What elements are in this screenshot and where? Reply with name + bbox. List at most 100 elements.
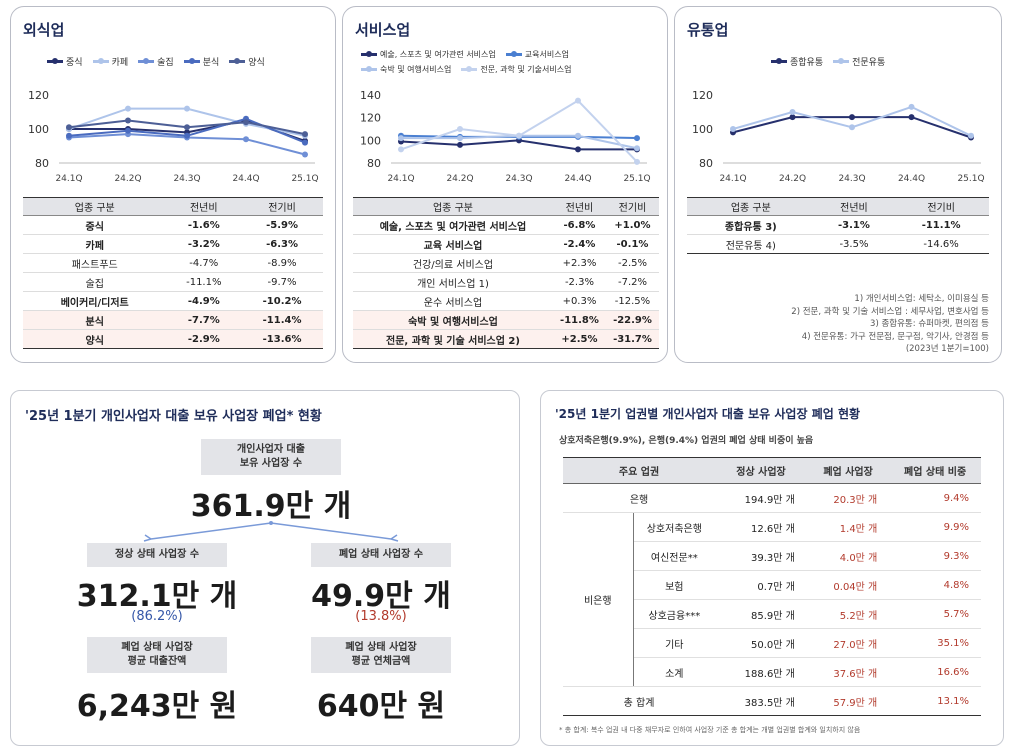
x-tick-label: 24.4Q bbox=[232, 174, 259, 184]
closure-panel: '25년 1분기 개인사업자 대출 보유 사업장 폐업* 현황 개인사업자 대출… bbox=[10, 390, 520, 746]
cell-qoq: -9.7% bbox=[241, 272, 323, 292]
y-tick-label: 140 bbox=[360, 89, 381, 102]
table-row: 소계 188.6만 개 37.6만 개 16.6% bbox=[563, 657, 981, 687]
normal-value: 312.1만 개 bbox=[76, 579, 238, 614]
arrears-label: 폐업 상태 사업장 평균 연체금액 bbox=[311, 637, 451, 673]
legend-swatch bbox=[771, 58, 787, 64]
cell-name: 예술, 스포츠 및 여가관련 서비스업 bbox=[353, 215, 553, 235]
table-row: 숙박 및 여행서비스업 -11.8% -22.9% bbox=[353, 310, 659, 330]
cell-name: 상호저축은행 bbox=[633, 512, 716, 542]
table-row: 교육 서비스업 -2.4% -0.1% bbox=[353, 234, 659, 254]
cell-ratio: 4.8% bbox=[889, 570, 981, 600]
cell-yoy: +0.3% bbox=[552, 291, 606, 311]
table-row: 분식 -7.7% -11.4% bbox=[23, 310, 323, 330]
table-row: 패스트푸드 -4.7% -8.9% bbox=[23, 253, 323, 273]
legend-label: 종합유통 bbox=[790, 58, 824, 68]
cell-name: 베이커리/디저트 bbox=[23, 291, 167, 311]
food-title: 외식업 bbox=[23, 21, 65, 39]
cell-name: 전문, 과학 및 기술 서비스업 2) bbox=[353, 329, 553, 349]
table-row: 여신전문** 39.3만 개 4.0만 개 9.3% bbox=[563, 541, 981, 571]
y-tick-label: 120 bbox=[692, 89, 713, 102]
series-line bbox=[400, 99, 638, 163]
cell-name: 숙박 및 여행서비스업 bbox=[353, 310, 553, 330]
loan-label-line2: 평균 대출잔액 bbox=[127, 656, 187, 667]
cell-name: 중식 bbox=[23, 215, 167, 235]
cell-name: 전문유통 4) bbox=[687, 234, 815, 254]
y-tick-label: 80 bbox=[35, 157, 49, 170]
cell-name: 보험 bbox=[633, 570, 716, 600]
footnote-line: 2) 전문, 과학 및 기술 서비스업 : 세무사업, 변호사업 등 bbox=[791, 306, 989, 317]
y-tick-label: 120 bbox=[360, 112, 381, 125]
service-panel: 서비스업 예술, 스포츠 및 여가관련 서비스업 교육서비스업 숙박 및 여행서비스… bbox=[342, 6, 668, 363]
cell-qoq: -8.9% bbox=[241, 253, 323, 273]
data-point bbox=[302, 139, 308, 146]
legend-item: 술집 bbox=[138, 55, 174, 68]
data-point bbox=[849, 124, 855, 131]
arrears-value: 640만 원 bbox=[316, 689, 446, 724]
legend-label: 카페 bbox=[111, 58, 129, 68]
food-legend: 중식 카페 술집 분식 양식 bbox=[47, 55, 337, 68]
total-label-line1: 개인사업자 대출 bbox=[237, 444, 305, 455]
retail-table: 업종 구분 전년비 전기비 종합유통 3) -3.1% -11.1% 전문유통 4) -… bbox=[687, 197, 989, 254]
x-tick-label: 24.2Q bbox=[114, 174, 141, 184]
service-chart: 80 100 120 140 24.1Q 24.2Q 24.3Q 24.4Q 25.1Q bbox=[360, 89, 651, 184]
sector-panel: '25년 1분기 업권별 개인사업자 대출 보유 사업장 폐업 현황 상호저축은… bbox=[540, 390, 1004, 746]
sector-subtitle: 상호저축은행(9.9%), 은행(9.4%) 업권의 폐업 상태 비중이 높음 bbox=[559, 436, 814, 446]
data-point bbox=[398, 135, 404, 142]
y-tick-label: 100 bbox=[28, 123, 49, 136]
data-point bbox=[968, 132, 974, 139]
legend-swatch bbox=[229, 58, 246, 64]
data-point bbox=[575, 146, 581, 153]
table-row: 건강/의료 서비스업 +2.3% -2.5% bbox=[353, 253, 659, 273]
data-point bbox=[789, 114, 796, 121]
legend-label: 술집 bbox=[157, 58, 174, 68]
cell-qoq: -2.5% bbox=[605, 253, 659, 273]
data-point bbox=[908, 114, 915, 121]
cell-normal: 0.7만 개 bbox=[715, 570, 807, 600]
data-point bbox=[908, 103, 915, 110]
cell-yoy: -4.9% bbox=[166, 291, 242, 311]
y-tick-label: 100 bbox=[360, 134, 381, 147]
table-row: 개인 서비스업 1) -2.3% -7.2% bbox=[353, 272, 659, 292]
nonbank-group-label: 비은행 bbox=[563, 512, 634, 687]
cell-name: 양식 bbox=[23, 329, 167, 349]
service-legend: 예술, 스포츠 및 여가관련 서비스업 교육서비스업 숙박 및 여행서비스업 전문, … bbox=[361, 49, 661, 75]
cell-ratio: 5.7% bbox=[889, 599, 981, 629]
col-header: 업종 구분 bbox=[687, 197, 815, 216]
legend-swatch bbox=[505, 51, 522, 57]
table-row: 양식 -2.9% -13.6% bbox=[23, 329, 323, 349]
cell-name: 은행 bbox=[563, 483, 716, 513]
data-point bbox=[457, 141, 463, 148]
y-tick-label: 80 bbox=[699, 157, 713, 170]
data-point bbox=[125, 117, 131, 124]
retail-legend: 종합유통 전문유통 bbox=[771, 55, 991, 68]
cell-yoy: +2.3% bbox=[552, 253, 606, 273]
data-point bbox=[457, 135, 463, 142]
x-tick-label: 25.1Q bbox=[291, 174, 318, 184]
legend-swatch bbox=[47, 58, 63, 64]
total-label: 개인사업자 대출 보유 사업장 수 bbox=[201, 439, 341, 475]
cell-closed: 5.2만 개 bbox=[806, 599, 890, 629]
normal-label: 정상 상태 사업장 수 bbox=[87, 543, 227, 567]
x-tick-label: 24.1Q bbox=[719, 174, 746, 184]
table-row: 총 합계 383.5만 개 57.9만 개 13.1% bbox=[563, 686, 981, 716]
cell-qoq: -22.9% bbox=[605, 310, 659, 330]
col-header: 전기비 bbox=[241, 197, 323, 216]
cell-yoy: -3.1% bbox=[814, 215, 894, 235]
cell-yoy: -11.8% bbox=[552, 310, 606, 330]
col-header: 전년비 bbox=[814, 197, 894, 216]
cell-qoq: -13.6% bbox=[241, 329, 323, 349]
normal-pct: (86.2%) bbox=[131, 609, 183, 624]
x-tick-label: 24.4Q bbox=[898, 174, 925, 184]
loan-label: 폐업 상태 사업장 평균 대출잔액 bbox=[87, 637, 227, 673]
cell-yoy: -1.6% bbox=[166, 215, 242, 235]
cell-qoq: -5.9% bbox=[241, 215, 323, 235]
table-row: 종합유통 3) -3.1% -11.1% bbox=[687, 215, 989, 235]
x-tick-label: 24.3Q bbox=[838, 174, 865, 184]
col-header: 업종 구분 bbox=[353, 197, 553, 216]
legend-label: 예술, 스포츠 및 여가관련 서비스업 bbox=[380, 50, 496, 59]
col-header: 폐업 상태 비중 bbox=[889, 457, 981, 484]
cell-qoq: -12.5% bbox=[605, 291, 659, 311]
cell-closed: 27.0만 개 bbox=[806, 628, 890, 658]
legend-swatch bbox=[461, 66, 478, 72]
